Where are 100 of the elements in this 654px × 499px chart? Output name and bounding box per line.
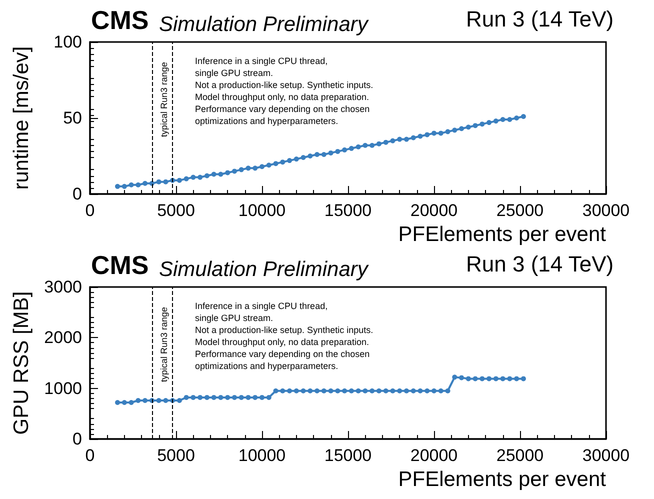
point [294, 156, 299, 162]
point [238, 167, 244, 172]
point [397, 388, 402, 394]
point [486, 376, 492, 382]
x-tick-label: 30000 [582, 446, 630, 465]
point [376, 388, 382, 394]
point [287, 158, 292, 164]
point [246, 394, 251, 400]
x-axis-title: PFElements per event [398, 223, 606, 246]
x-tick-label: 5000 [157, 446, 195, 465]
point [362, 388, 368, 394]
y-axis-title: GPU RSS [MB] [10, 291, 33, 435]
point [321, 388, 326, 394]
point [273, 388, 278, 394]
point [424, 388, 430, 394]
x-tick-label: 20000 [410, 446, 458, 465]
y-tick-label: 100 [54, 32, 82, 52]
point [445, 388, 450, 394]
point [163, 179, 168, 184]
point [246, 166, 251, 171]
point [459, 126, 464, 132]
y-axis-title: runtime [ms/ev] [10, 46, 33, 190]
point [459, 375, 464, 380]
y-tick-label: 50 [63, 108, 82, 128]
x-tick-label: 10000 [238, 446, 286, 465]
point [493, 376, 498, 382]
point [514, 376, 520, 382]
point [211, 394, 216, 400]
point [383, 140, 388, 145]
point [356, 144, 361, 150]
point [480, 122, 485, 127]
point [273, 161, 278, 166]
y-tick-label: 0 [72, 430, 82, 448]
point [514, 116, 520, 120]
point [493, 118, 498, 124]
annotation: Inference in a single CPU thread, single GPU stream. Not a production-like setup. Synthetic inputs. Model throughput only, no data preparation. Performance vary depending on the chosen optimizations and hyperparameters. [195, 56, 374, 126]
point [376, 141, 382, 146]
point [287, 388, 292, 394]
point [418, 134, 423, 139]
point [390, 138, 396, 144]
x-tick-label: 25000 [496, 201, 544, 220]
point [136, 182, 141, 188]
point [225, 394, 230, 400]
x-axis-title: PFElements per event [398, 468, 606, 491]
point [472, 123, 478, 128]
point [507, 117, 512, 122]
point [432, 130, 436, 136]
point [204, 173, 210, 178]
text: Run 3 (14 TeV) [466, 6, 614, 32]
point [198, 174, 203, 180]
point [260, 394, 264, 400]
chart-subtitle: Simulation Preliminary [159, 258, 370, 281]
point [252, 394, 258, 400]
point [300, 155, 306, 160]
point [184, 176, 189, 182]
point [232, 394, 237, 400]
point [266, 394, 272, 400]
x-tick-label: 25000 [496, 446, 544, 465]
chart-title: CMS [91, 250, 149, 280]
point [176, 398, 182, 403]
x-tick-label: 5000 [157, 201, 195, 220]
ref-line-label: typical Run3 range [159, 62, 170, 138]
x-tick-label: 30000 [582, 201, 630, 220]
point [300, 388, 306, 394]
point [294, 388, 299, 394]
point [520, 114, 526, 119]
point [232, 168, 237, 174]
point [342, 388, 348, 394]
point [280, 388, 286, 394]
point [370, 388, 375, 394]
point [308, 388, 313, 394]
point [438, 130, 444, 136]
point [266, 162, 272, 168]
text: Run 3 (14 TeV) [466, 252, 614, 276]
x-tick-label: 15000 [324, 446, 372, 465]
point [190, 174, 196, 180]
point [128, 400, 134, 406]
point [156, 179, 162, 184]
point [404, 388, 409, 394]
point [122, 184, 127, 189]
point [328, 150, 334, 156]
point [156, 398, 162, 403]
point [176, 178, 182, 183]
point [136, 398, 141, 403]
point [115, 400, 120, 406]
point [225, 170, 230, 176]
annotation: Inference in a single CPU thread, single GPU stream. Not a production-like setup. Synthetic inputs. Model throughput only, no data preparation. Performance vary depending on the chosen optimizations and hyperparameters. [195, 301, 374, 371]
point [314, 152, 320, 157]
point [142, 180, 148, 186]
point [211, 172, 216, 177]
point [335, 148, 340, 154]
point [466, 124, 471, 130]
point [190, 394, 196, 400]
x-tick-label: 20000 [410, 201, 458, 220]
point [252, 166, 258, 171]
point [383, 388, 388, 394]
y-tick-label: 0 [72, 184, 82, 204]
point [362, 142, 368, 148]
point [397, 136, 402, 142]
y-tick-label: 2000 [44, 328, 82, 348]
